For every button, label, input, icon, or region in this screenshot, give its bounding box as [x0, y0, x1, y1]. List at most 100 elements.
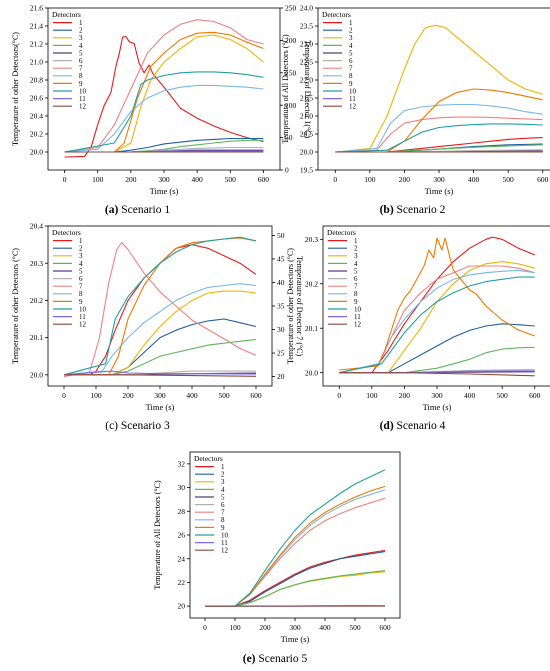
- x-tick-label: 200: [122, 391, 134, 400]
- x-axis: 0 100 200 300 400 500 600 Time (s): [203, 618, 391, 644]
- y-tick-label: 22.0: [300, 76, 313, 85]
- y-tick-label: 21.6: [30, 4, 43, 13]
- caption-text: Scenario 5: [258, 653, 308, 665]
- y-axis-label: Temperature of All Detectors (°C): [153, 480, 162, 590]
- y-tick-label: 22.5: [300, 58, 313, 67]
- y-axis-label: Temperature of All Detectors (°C): [281, 34, 290, 144]
- y-tick-label: 20.3: [30, 259, 43, 268]
- series-line-3: [205, 571, 386, 607]
- series-line-10: [205, 469, 386, 607]
- legend-label-1: 1: [354, 237, 358, 245]
- legend-label-5: 5: [79, 267, 83, 275]
- y-tick-label: 20.6: [30, 94, 43, 103]
- legend-label-9: 9: [354, 298, 358, 306]
- caption-letter: (b): [379, 204, 394, 216]
- legend-label-10: 10: [221, 531, 229, 539]
- y2-tick-label: 100: [285, 101, 297, 110]
- caption-letter: (d): [379, 420, 394, 432]
- series-line-2: [64, 318, 257, 376]
- y-axis: 19.5 20.0 20.5 21.0 21.5 22.0 22.5 23.0 23.5 24.0…: [281, 4, 318, 175]
- x-tick-label: 0: [63, 175, 67, 184]
- y-tick-label: 23.0: [300, 40, 313, 49]
- series-line-9: [64, 237, 257, 376]
- series-group: [339, 236, 535, 377]
- legend-label-5: 5: [354, 267, 358, 275]
- y-tick-label: 20.3: [305, 235, 318, 244]
- y-tick-label: 21.0: [30, 58, 43, 67]
- x-axis-label: Time (s): [425, 186, 454, 196]
- x-tick-label: 600: [529, 391, 541, 400]
- x-tick-label: 200: [399, 175, 411, 184]
- legend-label-3: 3: [79, 252, 83, 260]
- legend-label-6: 6: [221, 501, 225, 509]
- x-tick-label: 200: [125, 175, 137, 184]
- x-tick-label: 0: [337, 391, 341, 400]
- legend-label-1: 1: [79, 237, 83, 245]
- legend-label-12: 12: [79, 321, 87, 329]
- y2-tick-label: 30: [277, 325, 285, 334]
- chart-panel-c: 0 100 200 300 400 500 600 Time (s) 20.0 20.1 20.2 2…: [0, 218, 304, 414]
- legend-label-11: 11: [349, 95, 356, 103]
- series-line-11: [63, 370, 257, 376]
- y-axis: 20.0 20.1 20.2 20.3 Temperature of other Det…: [286, 235, 323, 377]
- y-axis: 20.0 20.2 20.4 20.6 20.8 21.0 21.2 21.4 21.6 Temp…: [11, 4, 48, 157]
- caption-d: (d) Scenario 4: [275, 420, 550, 432]
- series-line-10: [339, 276, 535, 374]
- x-axis-label: Time (s): [281, 634, 310, 644]
- x-tick-label: 600: [379, 623, 391, 632]
- y-tick-label: 20.4: [30, 222, 43, 231]
- x-tick-label: 100: [92, 175, 104, 184]
- series-line-7: [339, 265, 535, 374]
- series-line-3: [335, 24, 543, 153]
- series-line-12: [339, 372, 535, 377]
- y-tick-label: 24.0: [300, 4, 313, 13]
- y2-axis: 20 25 30 35 40 45 50 Temperature of Detector 7 …: [272, 231, 304, 381]
- x-axis-label: Time (s): [423, 402, 452, 412]
- series-group: [335, 24, 543, 153]
- legend-label-7: 7: [354, 283, 358, 291]
- series-line-1: [205, 549, 386, 607]
- legend-label-4: 4: [79, 42, 83, 50]
- y-tick-label: 23.5: [300, 22, 313, 31]
- series-line-4: [205, 570, 386, 607]
- x-tick-label: 100: [229, 623, 241, 632]
- x-axis: 0 100 200 300 400 500 600 Time (s): [63, 170, 269, 196]
- series-line-2: [339, 323, 535, 374]
- series-line-4: [64, 338, 257, 376]
- legend-label-12: 12: [221, 547, 229, 555]
- y2-tick-label: 50: [285, 133, 293, 142]
- legend-label-2: 2: [79, 27, 83, 35]
- series-line-2: [205, 551, 386, 607]
- x-tick-label: 300: [431, 391, 443, 400]
- y-tick-label: 21.0: [300, 112, 313, 121]
- legend-label-5: 5: [349, 49, 353, 57]
- y2-tick-label: 40: [277, 278, 285, 287]
- series-group: [63, 236, 257, 378]
- series-line-9: [339, 237, 535, 371]
- legend-label-11: 11: [79, 313, 86, 321]
- legend-label-6: 6: [349, 57, 353, 65]
- x-tick-label: 500: [503, 175, 514, 184]
- legend-label-9: 9: [221, 524, 225, 532]
- y2-axis-label: Temperature of Detector 7 (°C): [295, 256, 304, 357]
- legend-label-7: 7: [79, 65, 83, 73]
- legend-label-8: 8: [354, 290, 358, 298]
- y-tick-label: 20.0: [300, 148, 313, 157]
- legend-label-2: 2: [79, 245, 83, 253]
- x-tick-label: 0: [333, 175, 337, 184]
- series-line-1: [64, 35, 264, 158]
- series-line-7: [63, 241, 257, 378]
- series-line-3: [64, 290, 257, 376]
- x-tick-label: 0: [62, 391, 66, 400]
- x-tick-label: 100: [366, 391, 378, 400]
- legend-label-9: 9: [79, 298, 83, 306]
- y2-tick-label: 150: [285, 68, 297, 77]
- chart-panel-e: 0 100 200 300 400 500 600 Time (s) 20 22 24 26 28 30 3…: [140, 440, 410, 652]
- legend-label-2: 2: [349, 27, 353, 35]
- y-tick-label: 20.5: [300, 130, 313, 139]
